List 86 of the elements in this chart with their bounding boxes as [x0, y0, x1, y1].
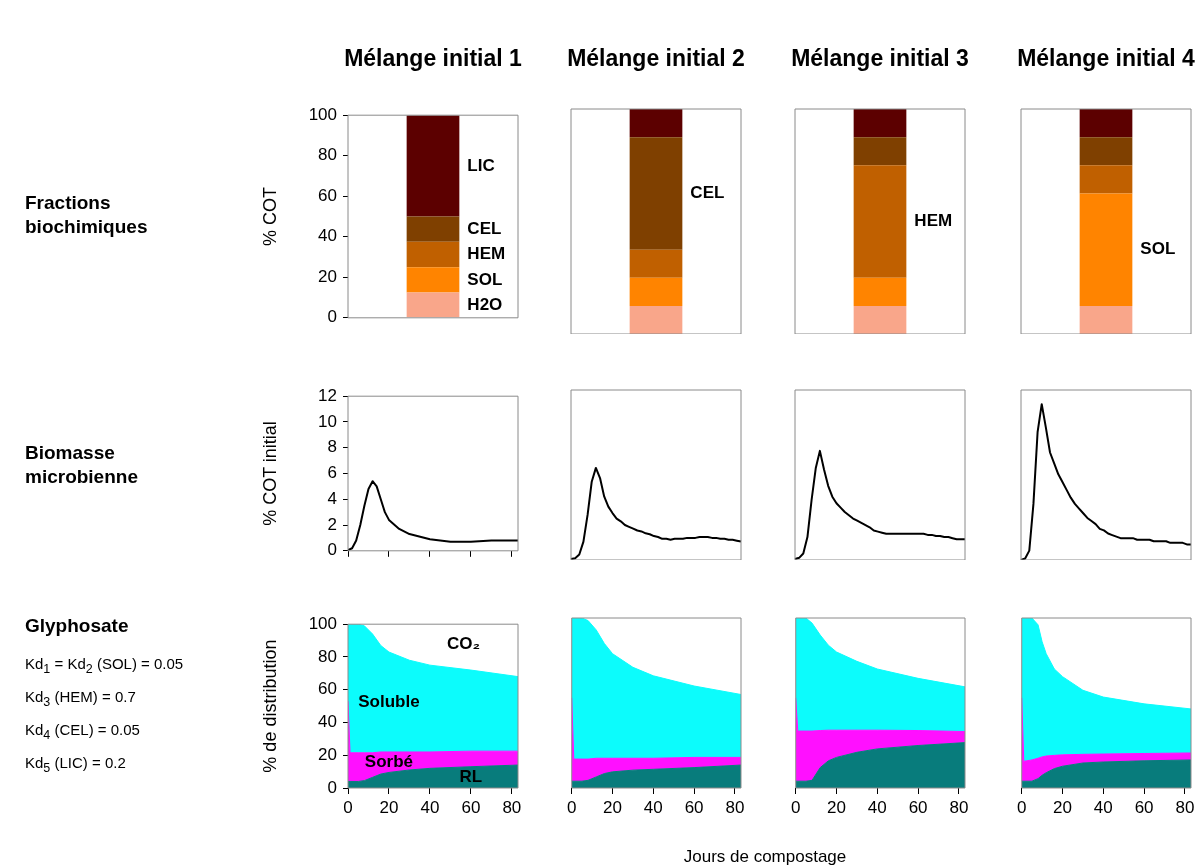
x-tick-label: 80 — [1175, 797, 1195, 817]
y-tick-label: 100 — [308, 613, 337, 633]
y-tick-label: 12 — [318, 385, 337, 405]
y-tick-label: 40 — [318, 712, 337, 732]
x-tick-label: 0 — [343, 797, 353, 817]
x-tick-label: 40 — [420, 797, 440, 817]
text: Kd$_{1}$ = Kd$_{2}$ (SOL) = 0.05 — [25, 654, 185, 678]
chart-title: Mélange initial 3 — [790, 44, 970, 73]
x-tick-label: 0 — [1016, 797, 1027, 817]
text: Biomasse microbienne — [25, 441, 139, 489]
bar — [629, 249, 683, 278]
series-label: Soluble — [358, 691, 420, 711]
y-tick-label: 80 — [318, 145, 337, 165]
x-tick-label: 20 — [827, 797, 846, 817]
chart-title: Mélange initial 4 — [1016, 44, 1196, 73]
bar — [853, 277, 907, 306]
y-tick-label: 20 — [318, 744, 337, 764]
chart-title: Mélange initial 1 — [343, 44, 523, 73]
y-tick-label: 8 — [327, 437, 337, 457]
text: Kd$_{4}$ (CEL) = 0.05 — [25, 720, 141, 744]
bar — [406, 292, 460, 318]
y-tick-label: 2 — [327, 514, 337, 534]
x-tick-label: 80 — [502, 797, 522, 817]
bar — [629, 277, 683, 306]
bar — [853, 165, 907, 278]
series-label: HEM — [467, 244, 506, 264]
y-tick-label: 0 — [327, 777, 337, 797]
y-tick-label: 20 — [318, 266, 337, 286]
y-tick-label: 10 — [318, 411, 337, 431]
x-tick-label: 0 — [790, 797, 801, 817]
series-label: CEL — [467, 218, 502, 238]
x-tick-label: 40 — [643, 797, 663, 817]
y-tick-label: 4 — [327, 488, 337, 508]
y-tick-label: 6 — [327, 463, 337, 483]
bar — [1079, 137, 1133, 166]
bar — [406, 241, 460, 268]
y-tick-label: 100 — [308, 104, 337, 124]
x-tick-label: 60 — [908, 797, 928, 817]
x-tick-label: 20 — [379, 797, 399, 817]
y-axis-title: % COT initial — [259, 421, 280, 526]
x-tick-label: 20 — [1053, 797, 1072, 817]
x-tick-label: 80 — [725, 797, 745, 817]
bar — [1079, 193, 1133, 306]
bar — [1079, 109, 1133, 138]
series-label: RL — [459, 767, 483, 787]
series-label: SOL — [1140, 239, 1176, 259]
x-tick-label: 20 — [603, 797, 622, 817]
y-axis-title: % COT — [259, 186, 280, 247]
annotation: CO₂ — [447, 633, 481, 653]
bar — [406, 267, 460, 293]
x-tick-label: 0 — [566, 797, 577, 817]
series-label: LIC — [467, 155, 495, 175]
bar — [629, 137, 683, 250]
y-tick-label: 40 — [318, 226, 337, 246]
x-tick-label: 40 — [867, 797, 887, 817]
y-axis-title: % de distribution — [259, 639, 280, 773]
bar — [853, 305, 907, 334]
bar — [406, 216, 460, 242]
series-label: Sorbé — [364, 751, 414, 771]
text: Kd$_{5}$ (LIC) = 0.2 — [25, 753, 127, 777]
bar — [629, 305, 683, 334]
bar — [1079, 165, 1133, 194]
series-label: CEL — [690, 183, 725, 203]
series-label: SOL — [467, 269, 503, 289]
bar — [629, 109, 683, 138]
y-tick-label: 0 — [327, 307, 337, 327]
x-tick-label: 60 — [461, 797, 481, 817]
series-label: HEM — [914, 211, 953, 231]
x-tick-label: 40 — [1093, 797, 1113, 817]
x-tick-label: 60 — [1134, 797, 1154, 817]
bar — [1079, 305, 1133, 334]
chart-title: Mélange initial 2 — [566, 44, 746, 73]
y-tick-label: 0 — [327, 540, 337, 560]
bar — [853, 109, 907, 138]
y-tick-label: 60 — [318, 185, 337, 205]
text: Fractions biochimiques — [25, 191, 149, 239]
bar — [853, 137, 907, 166]
y-tick-label: 80 — [318, 646, 337, 666]
text: Glyphosate — [25, 614, 130, 638]
y-tick-label: 60 — [318, 679, 337, 699]
text: Kd$_{3}$ (HEM) = 0.7 — [25, 687, 137, 711]
x-axis-title: Jours de compostage — [682, 846, 848, 867]
bar — [406, 115, 460, 217]
x-tick-label: 60 — [684, 797, 704, 817]
series-label: H2O — [467, 294, 503, 314]
x-tick-label: 80 — [949, 797, 969, 817]
